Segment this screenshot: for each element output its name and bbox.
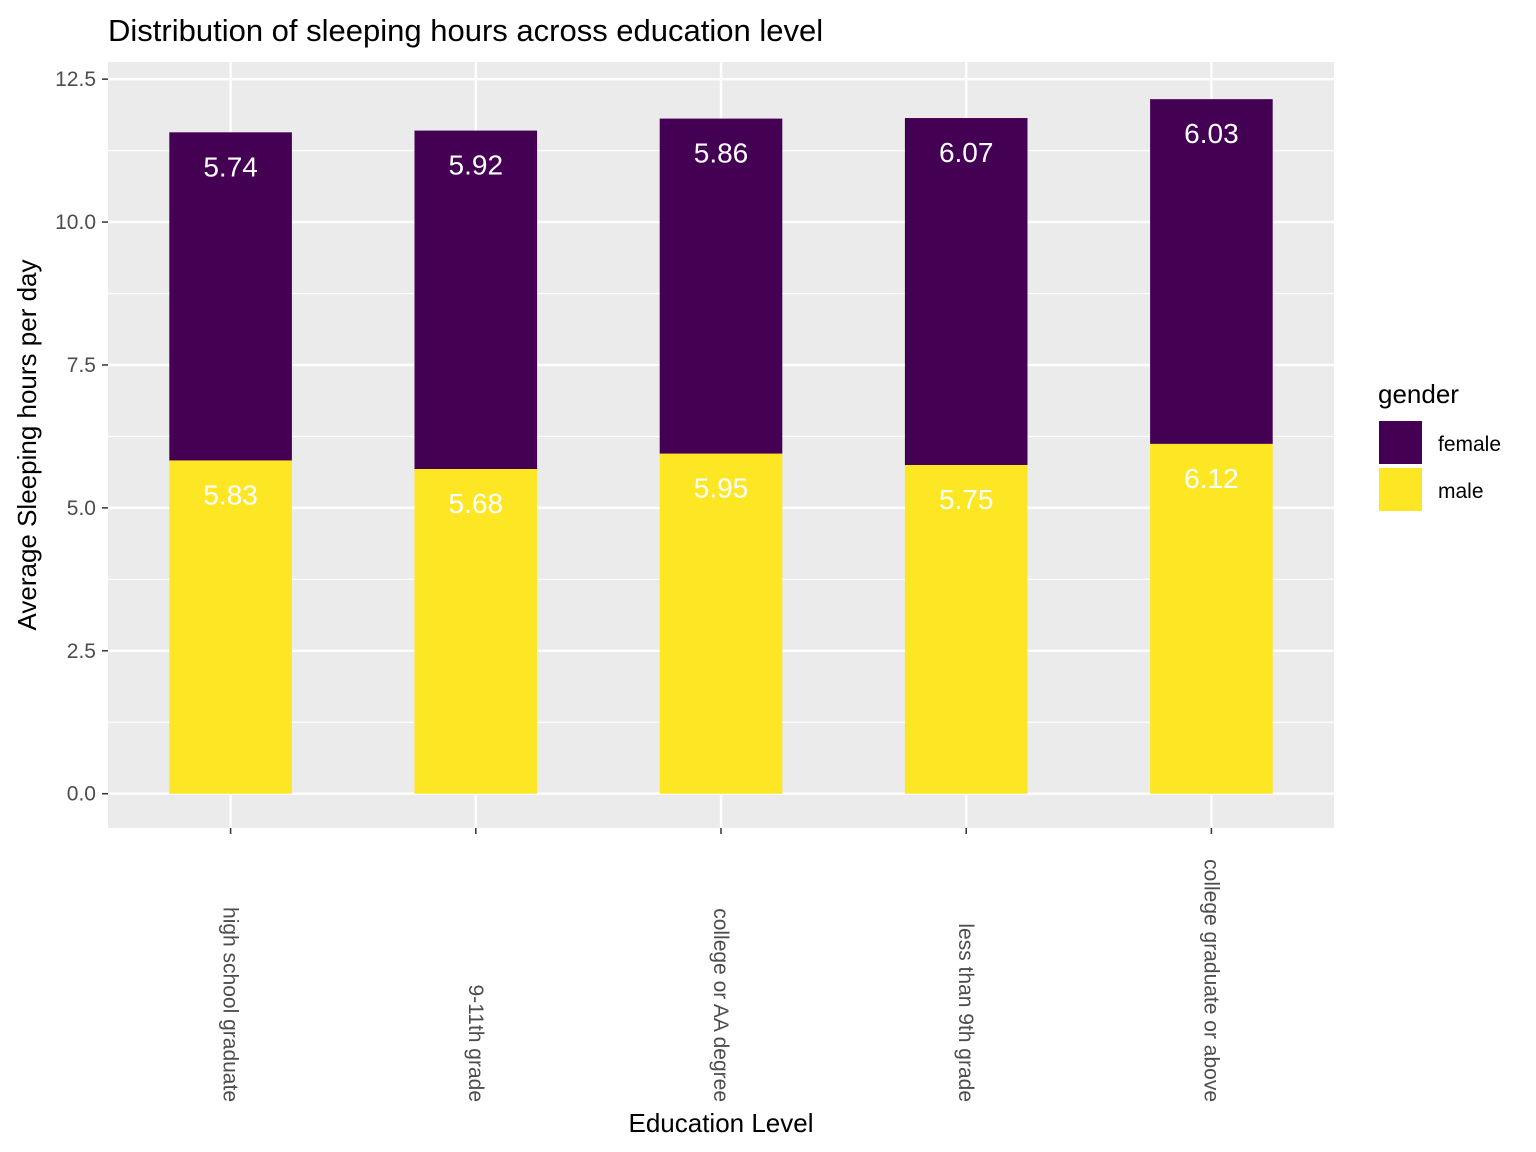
- bar-value-label: 6.12: [1184, 463, 1239, 494]
- legend-items: female male: [1379, 421, 1501, 511]
- y-tick-label: 10.0: [55, 211, 96, 234]
- bar-female: [659, 118, 783, 454]
- bar-value-label: 5.95: [694, 473, 749, 504]
- bar-female: [1150, 99, 1273, 444]
- bar-value-label: 5.68: [449, 488, 504, 519]
- legend-key-female: [1379, 421, 1422, 464]
- legend-label-male: male: [1438, 480, 1484, 503]
- legend-key-male: [1379, 468, 1422, 511]
- x-tick-label: less than 9th grade: [954, 923, 977, 1102]
- y-axis-title: Average Sleeping hours per day: [12, 260, 42, 631]
- y-tick-label: 5.0: [67, 497, 96, 520]
- x-tick-label: college graduate or above: [1199, 859, 1222, 1102]
- x-axis-title: Education Level: [628, 1108, 813, 1138]
- bar-value-label: 5.83: [203, 479, 258, 510]
- bar-female: [904, 118, 1028, 466]
- bar-value-label: 5.92: [449, 150, 504, 181]
- bars: [169, 99, 1273, 794]
- bar-male: [904, 465, 1028, 794]
- x-tick-label: 9-11th grade: [464, 984, 487, 1102]
- x-tick-label: college or AA degree: [709, 908, 732, 1102]
- y-tick-label: 7.5: [67, 354, 96, 377]
- legend: gender female male: [1378, 379, 1501, 511]
- bar-female: [414, 130, 538, 470]
- bar-value-label: 5.74: [203, 151, 258, 182]
- bar-value-label: 5.75: [939, 484, 994, 515]
- bar-value-label: 6.03: [1184, 118, 1239, 149]
- bar-male: [169, 460, 292, 794]
- bar-labels: 5.83 5.74 5.68 5.92 5.95 5.86 5.75 6.07 6.12 6.03: [203, 118, 1238, 519]
- y-tick-label: 12.5: [55, 68, 96, 91]
- y-axis: 0.0 2.5 5.0 7.5 10.0 12.5: [55, 68, 108, 806]
- y-tick-label: 2.5: [67, 640, 96, 663]
- bar-value-label: 6.07: [939, 137, 994, 168]
- bar-female: [169, 132, 292, 461]
- x-axis: high school graduate 9-11th grade college …: [219, 828, 1222, 1102]
- x-tick-label: high school graduate: [219, 907, 242, 1102]
- bar-male: [1150, 443, 1273, 794]
- bar-male: [414, 469, 538, 794]
- bar-male: [659, 453, 783, 794]
- legend-label-female: female: [1438, 433, 1501, 456]
- bar-value-label: 5.86: [694, 138, 749, 169]
- chart-title: Distribution of sleeping hours across ed…: [108, 13, 823, 48]
- legend-title: gender: [1378, 379, 1459, 409]
- y-tick-label: 0.0: [67, 783, 96, 806]
